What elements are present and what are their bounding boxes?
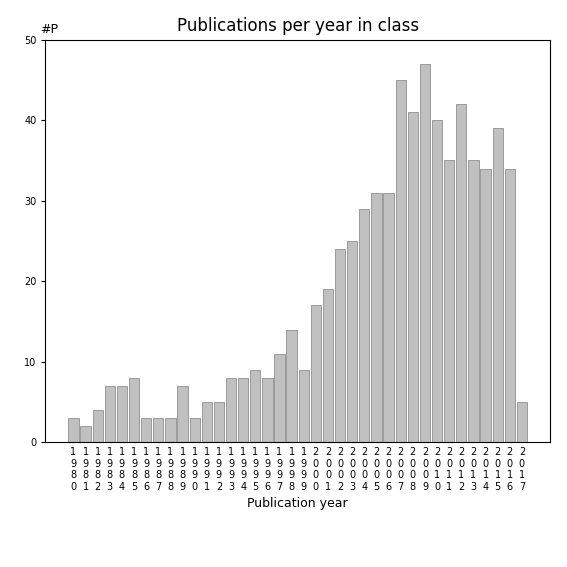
Bar (286, 329, 297, 442)
Bar (129, 378, 139, 442)
Bar (396, 80, 406, 442)
Bar (238, 378, 248, 442)
X-axis label: Publication year: Publication year (247, 497, 348, 510)
Bar (202, 402, 212, 442)
Bar (117, 386, 127, 442)
Bar (383, 193, 393, 442)
Bar (262, 378, 273, 442)
Bar (250, 370, 260, 442)
Bar (468, 160, 479, 442)
Bar (505, 168, 515, 442)
Bar (444, 160, 454, 442)
Bar (517, 402, 527, 442)
Bar (68, 418, 79, 442)
Bar (177, 386, 188, 442)
Bar (432, 120, 442, 442)
Bar (141, 418, 151, 442)
Bar (153, 418, 163, 442)
Bar (92, 410, 103, 442)
Bar (480, 168, 490, 442)
Bar (359, 209, 370, 442)
Bar (165, 418, 176, 442)
Bar (274, 354, 285, 442)
Title: Publications per year in class: Publications per year in class (176, 18, 419, 35)
Bar (226, 378, 236, 442)
Bar (323, 289, 333, 442)
Bar (81, 426, 91, 442)
Bar (105, 386, 115, 442)
Text: #P: #P (40, 23, 58, 36)
Bar (371, 193, 382, 442)
Bar (335, 249, 345, 442)
Bar (214, 402, 224, 442)
Bar (347, 241, 357, 442)
Bar (189, 418, 200, 442)
Bar (299, 370, 309, 442)
Bar (408, 112, 418, 442)
Bar (420, 64, 430, 442)
Bar (456, 104, 467, 442)
Bar (493, 128, 503, 442)
Bar (311, 306, 321, 442)
